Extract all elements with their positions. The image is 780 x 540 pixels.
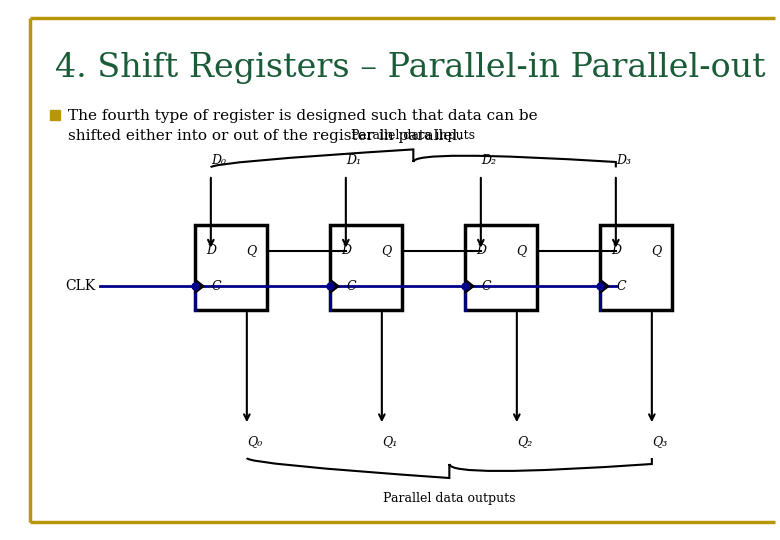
Text: Q: Q: [516, 244, 526, 257]
Text: Q₃: Q₃: [652, 435, 667, 448]
Polygon shape: [465, 279, 474, 293]
Text: D: D: [206, 244, 216, 257]
Text: Parallel data inputs: Parallel data inputs: [351, 129, 475, 142]
Text: Q₁: Q₁: [382, 435, 397, 448]
Polygon shape: [600, 279, 609, 293]
FancyBboxPatch shape: [465, 225, 537, 310]
Polygon shape: [195, 279, 204, 293]
Text: D₃: D₃: [616, 154, 631, 167]
Text: D₁: D₁: [346, 154, 361, 167]
Text: CLK: CLK: [65, 279, 95, 293]
Text: The fourth type of register is designed such that data can be: The fourth type of register is designed …: [68, 109, 537, 123]
Text: D: D: [611, 244, 621, 257]
Text: D: D: [476, 244, 486, 257]
Text: D₀: D₀: [211, 154, 226, 167]
Polygon shape: [330, 279, 339, 293]
Text: Parallel data outputs: Parallel data outputs: [383, 492, 516, 505]
Text: C: C: [212, 280, 222, 293]
Text: C: C: [347, 280, 356, 293]
Text: C: C: [617, 280, 626, 293]
Text: Q: Q: [246, 244, 257, 257]
Text: D₂: D₂: [480, 154, 496, 167]
Text: Q₂: Q₂: [517, 435, 532, 448]
Text: C: C: [482, 280, 491, 293]
Text: shifted either into or out of the register in parallel.: shifted either into or out of the regist…: [68, 129, 462, 143]
Text: Q: Q: [381, 244, 392, 257]
Text: D: D: [341, 244, 351, 257]
Bar: [50, 110, 60, 120]
Text: Q: Q: [651, 244, 661, 257]
Text: Q₀: Q₀: [246, 435, 262, 448]
FancyBboxPatch shape: [195, 225, 267, 310]
FancyBboxPatch shape: [600, 225, 672, 310]
FancyBboxPatch shape: [330, 225, 402, 310]
Text: 4. Shift Registers – Parallel-in Parallel-out: 4. Shift Registers – Parallel-in Paralle…: [55, 52, 766, 84]
